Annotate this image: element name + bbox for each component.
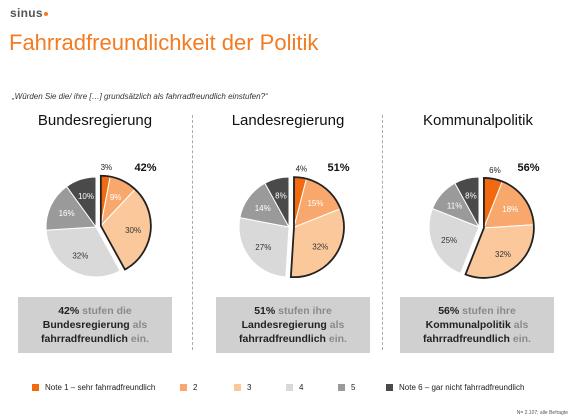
slice-label: 4% — [296, 165, 308, 174]
pie-slice — [65, 176, 97, 229]
legend-swatch — [286, 384, 293, 391]
pie-chart: 4% 15% 32% 27% 14% 8% 51% — [238, 162, 350, 278]
highlight-outline — [289, 176, 345, 278]
survey-question: „Würden Sie die/ ihre […] grundsätzlich … — [12, 92, 268, 101]
highlight-outline — [99, 174, 152, 271]
slice-label: 9% — [110, 193, 122, 202]
legend-swatch — [180, 384, 187, 391]
page-title: Fahrradfreundlichkeit der Politik — [9, 30, 319, 55]
legend-swatch — [234, 384, 241, 391]
pie-slice — [264, 176, 290, 228]
legend-item: 4 — [286, 383, 303, 392]
chart-title: Kommunalpolitik — [422, 112, 534, 129]
column-divider — [192, 115, 193, 350]
legend-swatch — [32, 384, 39, 391]
legend-item: Note 6 – gar nicht fahrradfreundlich — [386, 383, 524, 392]
summary-box: 42% stufen die Bundesregierung als fahrrad… — [18, 297, 172, 353]
pie-slice — [428, 207, 480, 275]
slice-label: 27% — [255, 243, 271, 252]
legend-item: 3 — [234, 383, 251, 392]
legend-swatch — [338, 384, 345, 391]
legend-item: Note 1 – sehr fahrradfreundlich — [32, 383, 155, 392]
slice-label: 14% — [255, 204, 271, 213]
pie-slice — [454, 176, 480, 228]
summary-box: 51% stufen ihre Landesregierung als fahrra… — [216, 297, 370, 353]
slice-label: 3% — [101, 163, 113, 172]
slice-label: 15% — [307, 199, 323, 208]
legend-swatch — [386, 384, 393, 391]
legend-item: 2 — [180, 383, 197, 392]
slice-label: 18% — [502, 205, 518, 214]
footnote: N= 2.107; alle Befragte — [516, 410, 568, 416]
pie-slice — [238, 217, 290, 278]
pie-slice — [45, 226, 121, 278]
slice-label: 8% — [275, 192, 287, 201]
slice-label: 16% — [59, 209, 75, 218]
slice-label: 25% — [441, 236, 457, 245]
chart-title: Bundesregierung — [37, 112, 153, 129]
slice-label: 6% — [489, 166, 501, 175]
highlight-total-label: 56% — [517, 162, 539, 174]
summary-box: 56% stufen ihre Kommunalpolitik als fahrra… — [400, 297, 554, 353]
legend-item: 5 — [338, 383, 355, 392]
slice-label: 32% — [495, 250, 511, 259]
pie-slice — [45, 185, 97, 231]
pie-chart: 6% 18% 32% 25% 11%8% 56% — [428, 162, 540, 279]
column-divider — [382, 115, 383, 350]
chart-legend: Note 1 – sehr fahrradfreundlich 2 3 4 5 … — [0, 383, 576, 395]
slice-label: 8% — [465, 192, 477, 201]
slice-label: 30% — [125, 226, 141, 235]
slice-label: 32% — [312, 242, 328, 251]
slice-label: 11% — [447, 202, 462, 211]
pie-chart: 3% 9% 30% 32% 16%10% 42% — [45, 162, 157, 278]
slice-label: 32% — [72, 251, 88, 260]
highlight-outline — [464, 177, 535, 279]
brand-logo: sinus — [10, 6, 48, 20]
highlight-total-label: 51% — [327, 162, 349, 174]
highlight-total-label: 42% — [134, 162, 156, 174]
chart-title: Landesregierung — [231, 112, 345, 129]
slice-label: 10% — [78, 192, 94, 201]
